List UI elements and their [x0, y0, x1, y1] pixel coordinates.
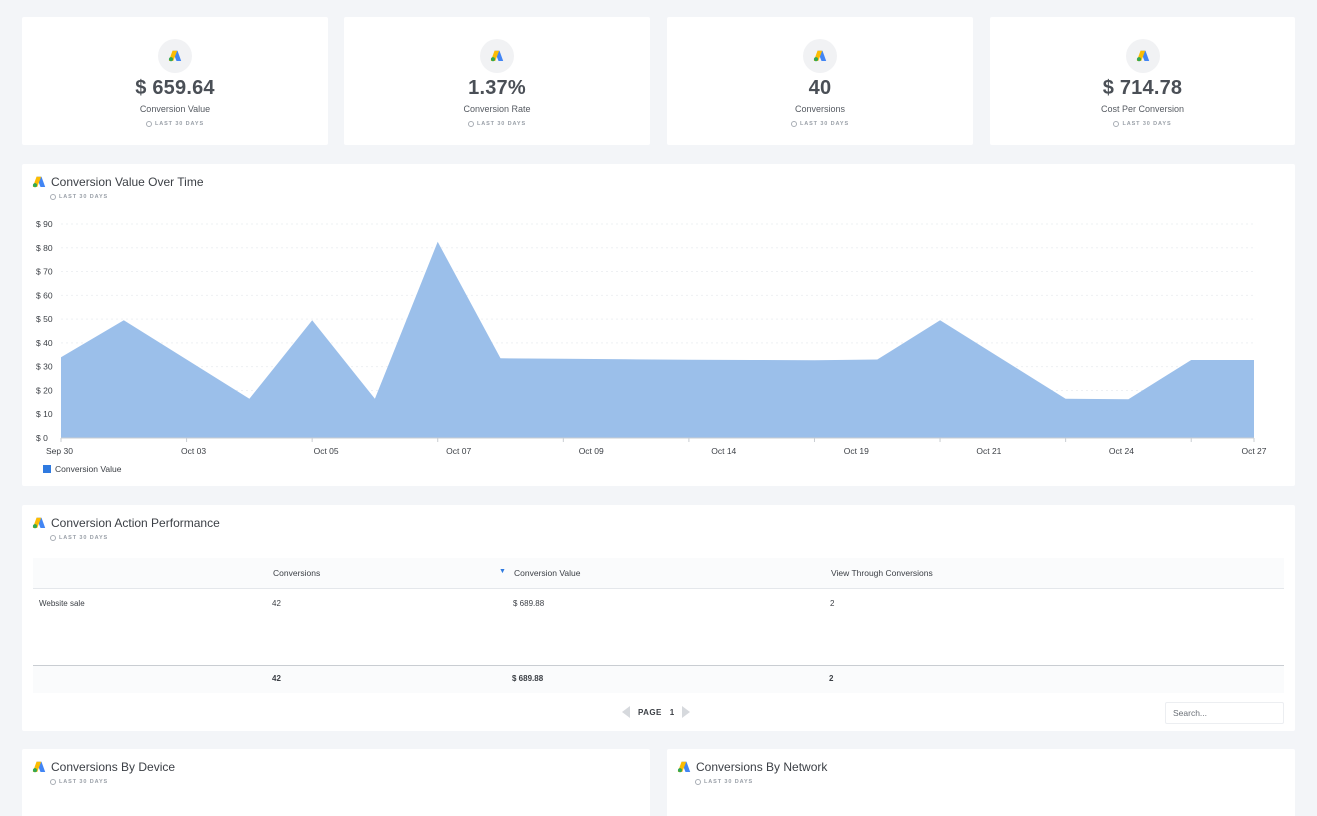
google-ads-icon: [32, 517, 46, 529]
kpi-value: $ 714.78: [1102, 77, 1183, 99]
total-conversions: 42: [272, 674, 281, 683]
kpi-label: Conversions: [794, 104, 846, 114]
date-range: LAST 30 DAYS: [50, 194, 108, 200]
kpi-value: 40: [808, 77, 832, 99]
y-tick-label: $ 20: [36, 385, 53, 395]
globe-icon: [467, 121, 474, 127]
conversion-value-area[interactable]: [61, 241, 1254, 438]
google-ads-icon: [32, 176, 46, 188]
x-tick-label: Sep 30: [46, 446, 73, 456]
legend-label: Conversion Value: [55, 464, 122, 474]
globe-icon: [790, 121, 797, 127]
x-tick-label: Oct 27: [1241, 446, 1266, 456]
table-search-input[interactable]: [1165, 702, 1284, 724]
kpi-value: 1.37%: [468, 77, 526, 99]
network-title-text: Conversions By Network: [696, 760, 828, 774]
date-range: LAST 30 DAYS: [50, 779, 108, 785]
y-tick-label: $ 80: [36, 243, 53, 253]
kpi-label: Conversion Rate: [463, 104, 531, 114]
google-ads-icon: [168, 50, 182, 62]
kpi-card-cost-per-conversion: $ 714.78 Cost Per Conversion LAST 30 DAY…: [990, 17, 1295, 145]
date-range: LAST 30 DAYS: [695, 779, 753, 785]
card-title: Conversion Value Over Time: [32, 175, 204, 189]
card-title: Conversions By Device: [32, 760, 175, 774]
y-tick-label: $ 50: [36, 314, 53, 324]
x-tick-label: Oct 21: [976, 446, 1001, 456]
chart-legend[interactable]: Conversion Value: [43, 464, 121, 474]
kpi-label: Conversion Value: [139, 104, 211, 114]
total-conversion-value: $ 689.88: [512, 674, 544, 683]
page-number: 1: [669, 707, 675, 717]
x-tick-label: Oct 19: [844, 446, 869, 456]
total-view-through: 2: [829, 674, 834, 683]
table-totals-row: 42 $ 689.88 2: [33, 666, 1284, 693]
chart-title-text: Conversion Value Over Time: [51, 175, 204, 189]
pagination: PAGE 1: [622, 706, 691, 718]
x-tick-label: Oct 03: [181, 446, 206, 456]
globe-icon: [50, 194, 56, 200]
google-ads-icon: [1136, 50, 1149, 62]
y-tick-label: $ 0: [36, 433, 48, 443]
google-ads-logo: [480, 39, 514, 73]
data-table: Conversions ▼ Conversion Value View Thro…: [33, 558, 1284, 693]
y-tick-label: $ 60: [36, 290, 53, 300]
conversions-by-network-card: Conversions By Network LAST 30 DAYS: [667, 749, 1295, 816]
kpi-card-conversions: 40 Conversions LAST 30 DAYS: [667, 17, 973, 145]
google-ads-logo: [1125, 39, 1160, 73]
globe-icon: [50, 779, 56, 785]
y-tick-label: $ 30: [36, 362, 53, 372]
google-ads-logo: [158, 39, 192, 73]
cell-name: Website sale: [39, 599, 85, 608]
conversions-by-device-card: Conversions By Device LAST 30 DAYS: [22, 749, 650, 816]
sort-desc-icon[interactable]: ▼: [499, 568, 506, 575]
kpi-card-conversion-value: $ 659.64 Conversion Value LAST 30 DAYS: [22, 17, 328, 145]
date-range: LAST 30 DAYS: [467, 121, 526, 127]
page-label: PAGE: [638, 707, 662, 717]
globe-icon: [145, 121, 152, 127]
cell-conversion-value: $ 689.88: [513, 599, 545, 608]
date-range: LAST 30 DAYS: [1113, 121, 1171, 127]
kpi-card-conversion-rate: 1.37% Conversion Rate LAST 30 DAYS: [344, 17, 650, 145]
conversion-value-chart-card: Conversion Value Over Time LAST 30 DAYS …: [22, 164, 1295, 486]
column-header-conversion-value[interactable]: Conversion Value: [514, 568, 581, 578]
google-ads-icon: [813, 50, 827, 62]
prev-page-icon[interactable]: [622, 706, 630, 718]
conversion-action-performance-card: Conversion Action Performance LAST 30 DA…: [22, 505, 1295, 731]
globe-icon: [695, 779, 701, 785]
table-title-text: Conversion Action Performance: [51, 516, 220, 530]
cell-view-through: 2: [830, 599, 835, 608]
y-tick-label: $ 10: [36, 409, 53, 419]
google-ads-icon: [32, 761, 46, 773]
date-range: LAST 30 DAYS: [790, 121, 849, 127]
x-tick-label: Oct 05: [314, 446, 339, 456]
y-tick-label: $ 40: [36, 338, 53, 348]
date-range: LAST 30 DAYS: [50, 535, 108, 541]
cell-conversions: 42: [272, 599, 281, 608]
legend-swatch: [43, 465, 51, 473]
x-tick-label: Oct 09: [579, 446, 604, 456]
globe-icon: [50, 535, 56, 541]
column-header-conversions[interactable]: Conversions: [273, 568, 321, 578]
google-ads-icon: [677, 761, 691, 773]
date-range: LAST 30 DAYS: [145, 121, 204, 127]
x-tick-label: Oct 07: [446, 446, 471, 456]
card-title: Conversion Action Performance: [32, 516, 220, 530]
area-chart[interactable]: $ 0 $ 10 $ 20 $ 30 $ 40 $ 50 $ 60 $ 70 $ 80 $ 90 S…: [22, 164, 1295, 464]
y-tick-label: $ 90: [36, 219, 53, 229]
kpi-label: Cost Per Conversion: [1100, 104, 1185, 114]
table-row[interactable]: Website sale 42 $ 689.88 2: [33, 589, 1284, 666]
table-header: Conversions ▼ Conversion Value View Thro…: [33, 558, 1284, 589]
globe-icon: [1113, 121, 1120, 127]
column-header-view-through[interactable]: View Through Conversions: [831, 568, 933, 578]
kpi-value: $ 659.64: [135, 77, 215, 99]
card-title: Conversions By Network: [677, 760, 827, 774]
next-page-icon[interactable]: [682, 706, 691, 718]
x-tick-label: Oct 24: [1109, 446, 1134, 456]
google-ads-logo: [803, 39, 837, 73]
x-tick-label: Oct 14: [711, 446, 736, 456]
y-tick-label: $ 70: [36, 267, 53, 277]
device-title-text: Conversions By Device: [51, 760, 176, 774]
google-ads-icon: [490, 50, 504, 62]
